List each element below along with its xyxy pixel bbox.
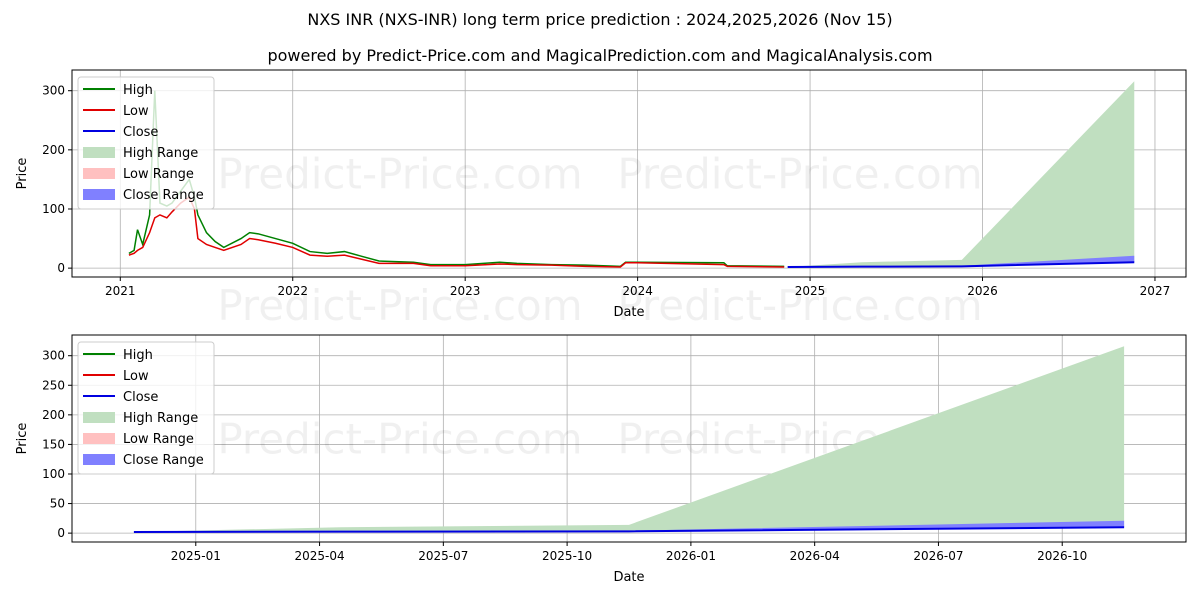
legend-label: Low Range	[123, 167, 194, 182]
x-tick-label: 2026-04	[790, 549, 840, 563]
legend-label: High Range	[123, 146, 198, 161]
legend-label: High	[123, 83, 153, 98]
x-tick-label: 2027	[1140, 284, 1171, 298]
legend-swatch-5	[83, 454, 115, 465]
x-tick-label: 2025-01	[171, 549, 221, 563]
watermark: Predict-Price.com	[617, 281, 982, 330]
x-tick-label: 2023	[450, 284, 481, 298]
y-tick-label: 250	[42, 378, 65, 392]
x-tick-label: 2026-01	[666, 549, 716, 563]
x-axis-label: Date	[613, 570, 644, 585]
x-tick-label: 2025-04	[294, 549, 344, 563]
legend-swatch-5	[83, 189, 115, 200]
legend-label: Low	[123, 104, 149, 119]
x-tick-label: 2025	[795, 284, 826, 298]
x-tick-label: 2026-07	[913, 549, 963, 563]
close-line	[787, 261, 1135, 268]
y-axis-label: Price	[15, 423, 30, 455]
x-tick-label: 2022	[277, 284, 308, 298]
y-tick-label: 0	[57, 261, 65, 275]
watermark: Predict-Price.com	[217, 150, 582, 199]
chart-subtitle: powered by Predict-Price.com and Magical…	[267, 46, 933, 65]
y-tick-label: 300	[42, 84, 65, 98]
y-tick-label: 200	[42, 408, 65, 422]
x-tick-label: 2024	[622, 284, 653, 298]
y-axis-label: Price	[15, 158, 30, 190]
plot-frame	[71, 334, 1187, 543]
legend-label: Close	[123, 125, 158, 140]
legend-label: Low	[123, 369, 149, 384]
x-tick-label: 2026-10	[1037, 549, 1087, 563]
legend-swatch-3	[83, 147, 115, 158]
x-tick-label: 2025-10	[542, 549, 592, 563]
x-tick-label: 2025-07	[418, 549, 468, 563]
legend-label: High	[123, 348, 153, 363]
watermark: Predict-Price.com	[217, 281, 582, 330]
high-range-area	[787, 81, 1135, 267]
y-tick-label: 200	[42, 143, 65, 157]
high-range-area	[133, 346, 1125, 532]
y-tick-label: 100	[42, 202, 65, 216]
legend-label: Low Range	[123, 432, 194, 447]
legend-swatch-4	[83, 168, 115, 179]
watermark: Predict-Price.com	[617, 150, 982, 199]
y-tick-label: 0	[57, 526, 65, 540]
y-tick-label: 100	[42, 467, 65, 481]
y-tick-label: 150	[42, 437, 65, 451]
legend-swatch-4	[83, 433, 115, 444]
legend-swatch-3	[83, 412, 115, 423]
legend-label: High Range	[123, 411, 198, 426]
plot-frame	[71, 69, 1187, 278]
x-tick-label: 2021	[105, 284, 136, 298]
close-line	[133, 526, 1125, 533]
x-tick-label: 2026	[967, 284, 998, 298]
y-tick-label: 50	[50, 497, 65, 511]
low-line	[128, 196, 785, 268]
legend-label: Close Range	[123, 188, 204, 203]
y-tick-label: 300	[42, 349, 65, 363]
chart-title: NXS INR (NXS-INR) long term price predic…	[307, 10, 893, 29]
watermark: Predict-Price.com	[217, 415, 582, 464]
legend-label: Close	[123, 390, 158, 405]
x-axis-label: Date	[613, 305, 644, 320]
legend-label: Close Range	[123, 453, 204, 468]
